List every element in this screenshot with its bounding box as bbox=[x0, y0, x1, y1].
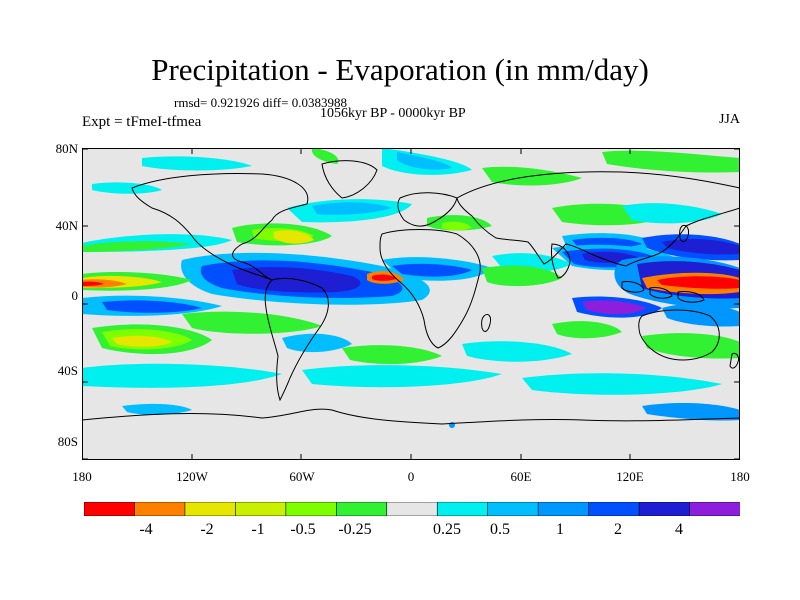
colorbar-label: 0.5 bbox=[490, 521, 510, 538]
lat-tick-label: 40S bbox=[57, 363, 78, 378]
lon-tick-label: 120E bbox=[616, 469, 644, 484]
lon-tick-label: 180 bbox=[72, 469, 92, 484]
colorbar-label: 4 bbox=[675, 521, 683, 538]
colorbar-swatch bbox=[638, 502, 691, 516]
stats-text: rmsd= 0.921926 diff= 0.0383988 bbox=[174, 95, 347, 110]
colorbar-label: 0.25 bbox=[433, 521, 461, 538]
lon-tick-label: 60W bbox=[289, 469, 315, 484]
lon-tick-label: 180 bbox=[730, 469, 750, 484]
colorbar-label: -1 bbox=[251, 521, 265, 538]
lat-tick-label: 40N bbox=[55, 218, 78, 233]
colorbar-label: -0.25 bbox=[338, 521, 372, 538]
colorbar-label: 1 bbox=[556, 521, 564, 538]
contour-fields bbox=[82, 148, 740, 428]
period-text: 1056kyr BP - 0000kyr BP bbox=[320, 106, 466, 121]
colorbar bbox=[84, 502, 740, 516]
colorbar-label: -2 bbox=[200, 521, 214, 538]
colorbar-swatch bbox=[386, 502, 439, 516]
colorbar-swatch bbox=[689, 502, 740, 516]
colorbar-swatch bbox=[487, 502, 539, 516]
lat-tick-label: 80N bbox=[55, 141, 78, 156]
colorbar-swatch bbox=[336, 502, 388, 516]
lon-tick-label: 60E bbox=[510, 469, 532, 484]
lon-tick-label: 120W bbox=[176, 469, 208, 484]
colorbar-swatch bbox=[235, 502, 287, 516]
colorbar-label: 2 bbox=[614, 521, 622, 538]
colorbar-swatch bbox=[134, 502, 186, 516]
coastlines bbox=[81, 160, 741, 425]
colorbar-swatch bbox=[436, 502, 489, 516]
map-svg bbox=[81, 148, 741, 460]
colorbar-label: -0.5 bbox=[290, 521, 316, 538]
lat-tick-label: 80S bbox=[57, 434, 78, 449]
season-label: JJA bbox=[718, 112, 740, 127]
colorbar-swatch bbox=[184, 502, 237, 516]
lat-tick-label: 0 bbox=[71, 288, 79, 303]
chart-title: Precipitation - Evaporation (in mm/day) bbox=[151, 52, 649, 87]
colorbar-swatch bbox=[537, 502, 590, 516]
map-panel bbox=[81, 148, 741, 465]
colorbar-swatch bbox=[285, 502, 338, 516]
colorbar-label: -4 bbox=[139, 521, 153, 538]
axis-ticks bbox=[82, 148, 740, 460]
experiment-label: Expt = tFmeI-tfmea bbox=[82, 114, 202, 130]
lon-tick-label: 0 bbox=[407, 469, 415, 484]
colorbar-swatch bbox=[84, 502, 136, 516]
colorbar-swatch bbox=[588, 502, 640, 516]
